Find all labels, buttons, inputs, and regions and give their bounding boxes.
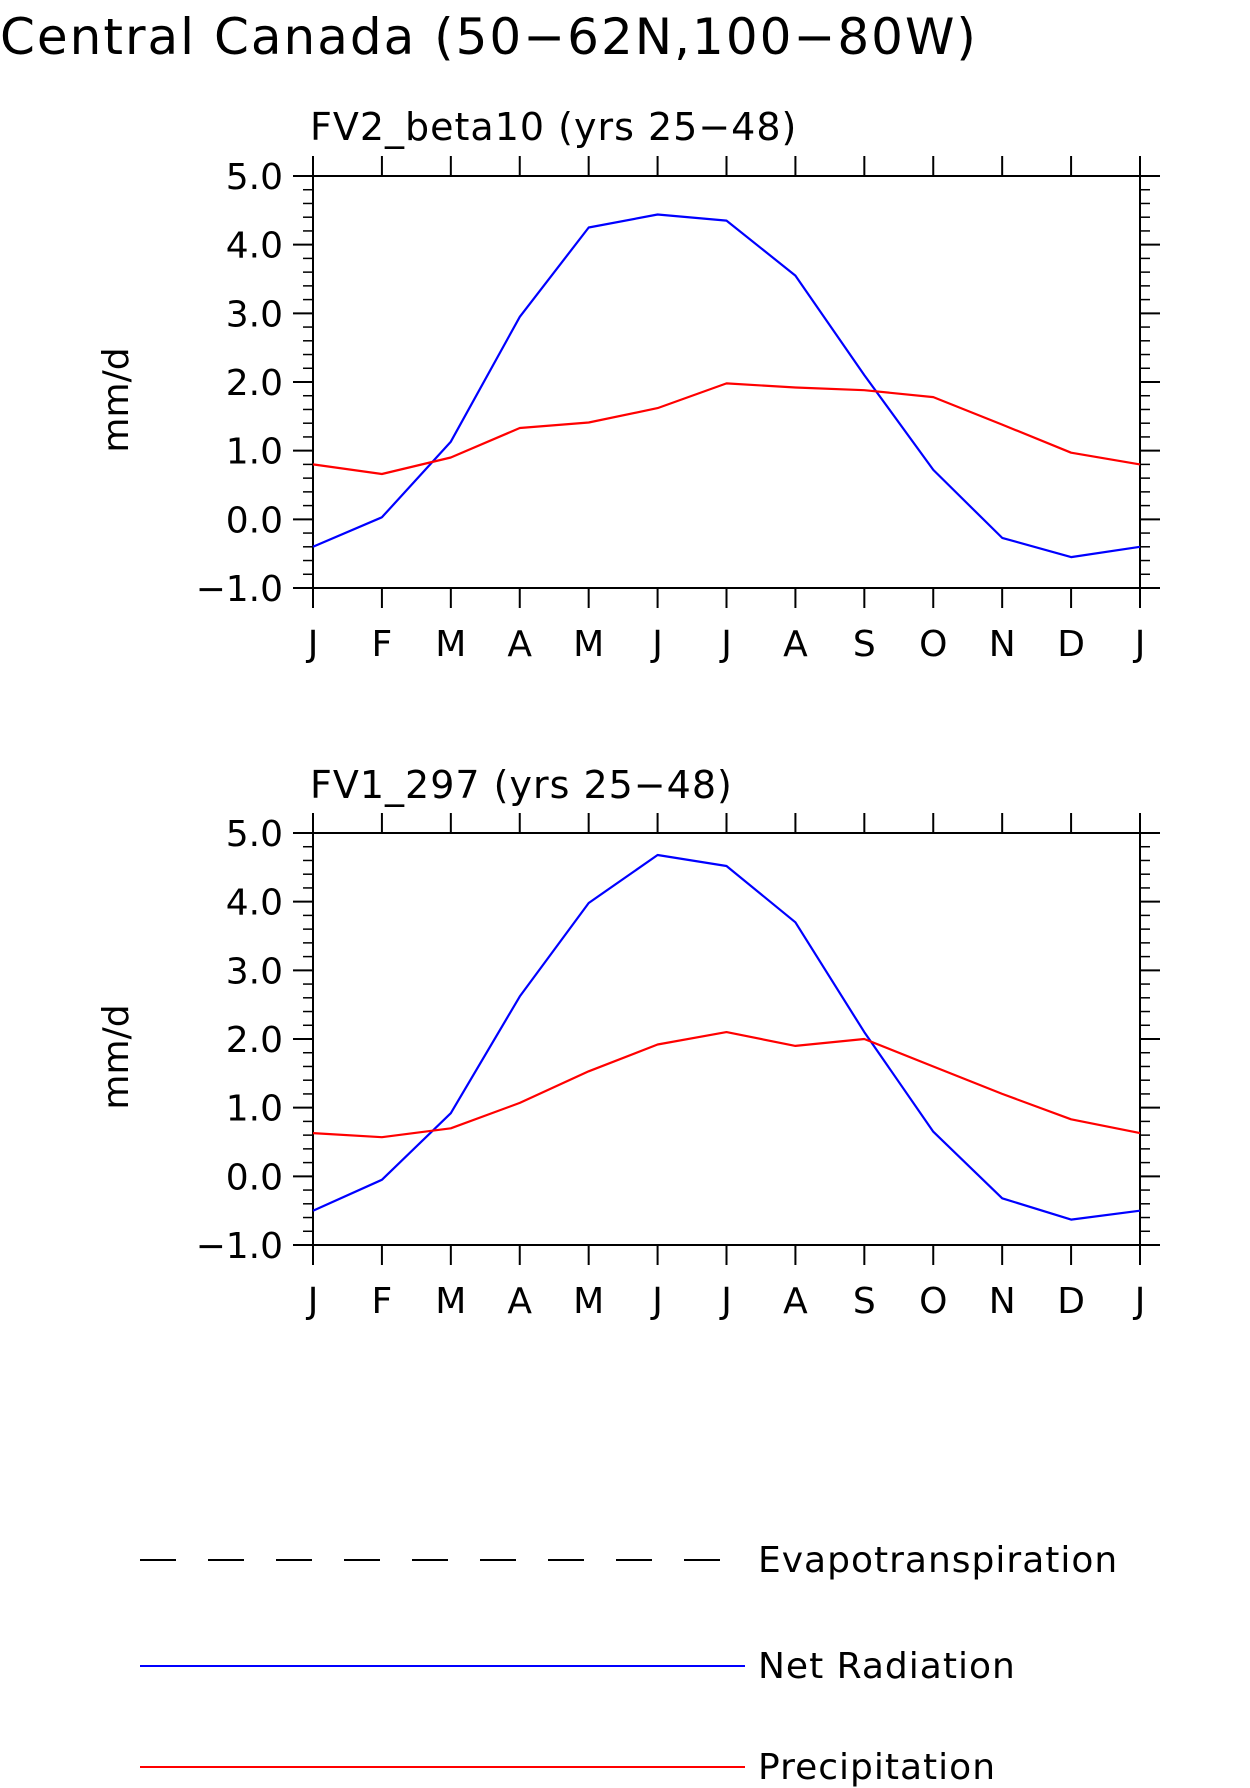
panel-fv1-297: FV1_297 (yrs 25−48) mm/d J F M A M J J A S O N D J5.… [96,763,1160,1322]
y-tick-label: 1.0 [226,1089,283,1130]
series-line-precipitation [312,382,1141,476]
plot-frame [312,832,1141,1246]
y-tick-label: 4.0 [226,883,283,924]
x-tick-label: S [853,1281,876,1322]
x-tick-label: J [650,1281,663,1322]
x-tick-label: J [650,624,663,665]
x-tick-label: J [306,1281,319,1322]
y-tick-label: 5.0 [226,814,283,855]
legend: Evapotranspiration Net Radiation Precipi… [140,1540,1118,1788]
x-tick-label: A [783,1281,808,1322]
x-tick-label: F [372,624,393,665]
legend-label-net-radiation: Net Radiation [758,1646,1016,1687]
y-tick-label: 3.0 [226,951,283,992]
x-tick-label: J [306,624,319,665]
y-tick-label: 0.0 [226,1157,283,1198]
x-tick-label: D [1057,624,1085,665]
series-line-net-radiation [312,213,1141,559]
y-tick-label: 2.0 [226,1020,283,1061]
y-tick-label: 0.0 [226,500,283,541]
x-tick-label: M [573,624,604,665]
y-tick-label: −1.0 [196,1226,283,1267]
x-tick-label: M [573,1281,604,1322]
plot-frame [312,175,1141,589]
figure-title: Central Canada (50−62N,100−80W) [0,8,978,66]
x-tick-label: A [783,624,808,665]
panel-title: FV2_beta10 (yrs 25−48) [310,105,797,149]
legend-label-evapotranspiration: Evapotranspiration [758,1540,1118,1581]
legend-label-precipitation: Precipitation [758,1747,996,1788]
x-tick-label: J [719,624,732,665]
y-axis-label: mm/d [96,347,137,452]
y-axis-label: mm/d [96,1004,137,1109]
y-tick-label: 3.0 [226,294,283,335]
x-tick-label: N [989,624,1016,665]
x-tick-label: O [919,1281,947,1322]
x-tick-label: J [1133,624,1146,665]
panel-title: FV1_297 (yrs 25−48) [310,763,733,807]
x-tick-label: A [507,624,532,665]
y-tick-label: 5.0 [226,157,283,198]
x-tick-label: J [719,1281,732,1322]
x-tick-label: O [919,624,947,665]
x-tick-label: D [1057,1281,1085,1322]
y-tick-label: 2.0 [226,363,283,404]
series-line-precipitation [312,1030,1141,1139]
x-tick-label: M [435,1281,466,1322]
x-tick-label: J [1133,1281,1146,1322]
y-tick-label: −1.0 [196,569,283,610]
series-line-net-radiation [312,853,1141,1221]
x-tick-label: F [372,1281,393,1322]
x-tick-label: S [853,624,876,665]
y-tick-label: 1.0 [226,432,283,473]
x-tick-label: N [989,1281,1016,1322]
x-tick-label: M [435,624,466,665]
x-tick-label: A [507,1281,532,1322]
y-tick-label: 4.0 [226,226,283,267]
